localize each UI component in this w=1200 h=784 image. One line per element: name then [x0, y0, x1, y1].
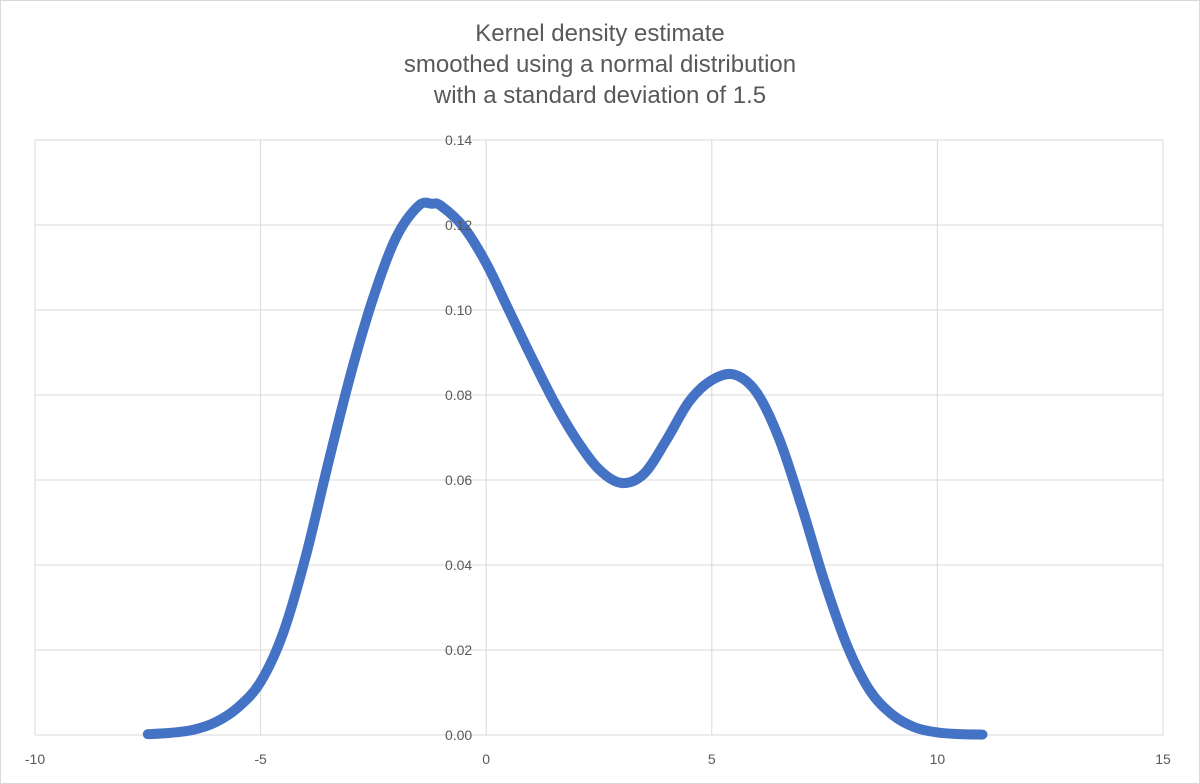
x-tick-label: 0: [482, 751, 490, 767]
y-tick-label: 0.14: [445, 132, 472, 148]
y-tick-label: 0.02: [445, 642, 472, 658]
y-tick-label: 0.12: [445, 217, 472, 233]
y-tick-label: 0.00: [445, 727, 472, 743]
chart-title-line-1: Kernel density estimate: [475, 20, 725, 47]
chart-title-line-2: smoothed using a normal distribution: [403, 51, 797, 78]
density-curve: [142, 197, 988, 740]
chart-title-line-3: with a standard deviation of 1.5: [433, 82, 767, 109]
x-tick-label: -5: [254, 751, 267, 767]
x-tick-label: 15: [1155, 751, 1171, 767]
chart-title: Kernel density estimate smoothed using a…: [0, 18, 1200, 111]
y-tick-label: 0.06: [445, 472, 472, 488]
y-tick-label: 0.10: [445, 302, 472, 318]
y-tick-label: 0.08: [445, 387, 472, 403]
y-tick-label: 0.04: [445, 557, 472, 573]
x-tick-label: 10: [930, 751, 946, 767]
x-tick-label: -10: [25, 751, 45, 767]
x-tick-label: 5: [708, 751, 716, 767]
